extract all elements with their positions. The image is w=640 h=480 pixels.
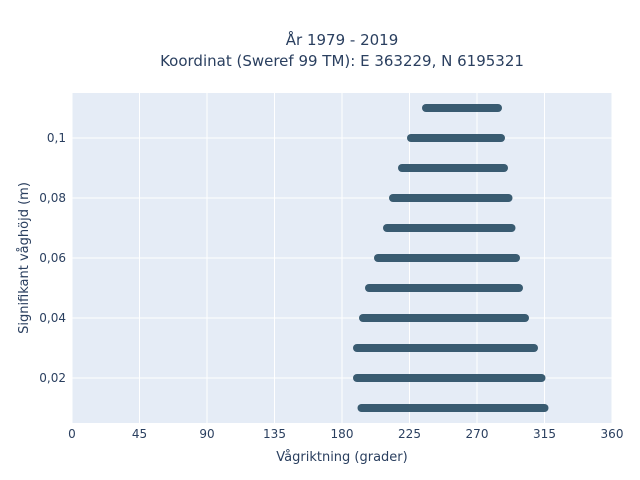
- x-tick-label: 315: [533, 427, 556, 441]
- x-axis-label: Vågriktning (grader): [276, 450, 407, 465]
- x-tick-label: 225: [398, 427, 421, 441]
- y-tick-label: 0,02: [39, 371, 66, 385]
- x-axis-ticks: 0 45 90 135 180 225 270 315 360: [68, 427, 623, 441]
- y-tick-label: 0,06: [39, 251, 66, 265]
- data-points: [353, 104, 549, 412]
- x-tick-label: 0: [68, 427, 76, 441]
- x-tick-label: 360: [601, 427, 624, 441]
- y-tick-label: 0,08: [39, 191, 66, 205]
- x-tick-label: 180: [331, 427, 354, 441]
- chart-title-line1: År 1979 - 2019: [286, 30, 399, 49]
- y-tick-label: 0,1: [47, 131, 66, 145]
- y-tick-label: 0,04: [39, 311, 66, 325]
- x-tick-label: 270: [466, 427, 489, 441]
- y-axis-ticks: 0,02 0,04 0,06 0,08 0,1: [39, 131, 66, 385]
- x-tick-label: 45: [132, 427, 147, 441]
- chart-title-line2: Koordinat (Sweref 99 TM): E 363229, N 61…: [160, 52, 524, 70]
- y-axis-label: Signifikant våghöjd (m): [17, 182, 32, 334]
- x-tick-label: 135: [263, 427, 286, 441]
- x-tick-label: 90: [199, 427, 214, 441]
